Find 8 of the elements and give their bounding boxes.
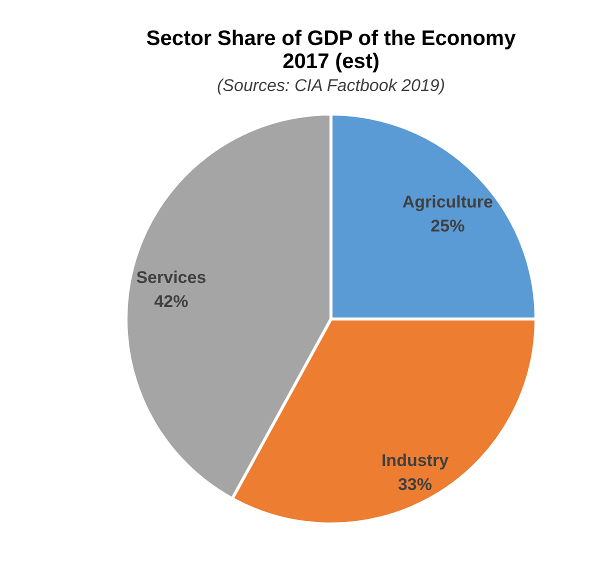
data-label: 33% [398, 475, 432, 494]
chart-title: Sector Share of GDP of the Economy 2017 (est) [146, 27, 516, 73]
data-label: 25% [430, 216, 465, 236]
slice-label: Agriculture [402, 192, 494, 212]
slice-label: Services [136, 268, 206, 287]
data-label: 42% [154, 292, 188, 311]
slice-label: Industry [381, 451, 450, 470]
chart-subtitle: (Sources: CIA Factbook 2019) [216, 76, 446, 95]
